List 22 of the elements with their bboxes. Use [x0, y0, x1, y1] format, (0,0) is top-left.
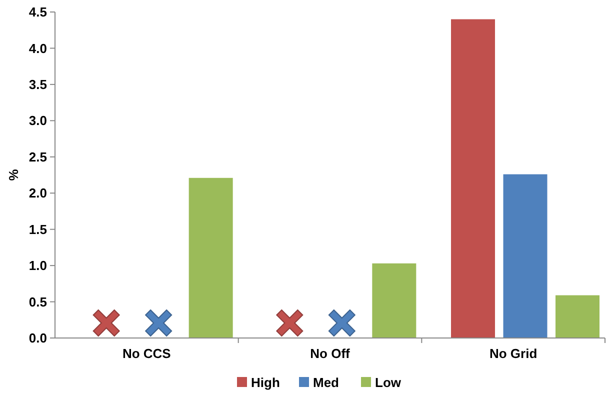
y-tick-label: 1.0: [28, 258, 47, 274]
y-tick-label: 4.0: [28, 40, 47, 56]
x-tick-label: No Grid: [489, 346, 538, 361]
y-tick-label: 3.0: [28, 113, 47, 128]
y-tick-label: 0.5: [28, 294, 47, 310]
bar: [556, 295, 600, 338]
x-tick-label: No Off: [310, 346, 351, 361]
y-tick-label: 4.5: [28, 4, 47, 20]
legend-label: High: [251, 375, 280, 390]
y-tick-label: 1.5: [28, 222, 47, 237]
bar: [372, 263, 416, 338]
y-tick-label: 3.5: [28, 76, 47, 92]
bar: [188, 178, 233, 338]
y-tick-label: 0.0: [28, 330, 47, 346]
y-tick-label: 2.5: [28, 149, 47, 164]
bar: [503, 174, 548, 338]
legend-label: Low: [375, 375, 402, 390]
x-tick-label: No CCS: [122, 346, 172, 361]
y-axis-title: %: [6, 168, 21, 181]
y-tick-label: 2.0: [28, 186, 47, 201]
legend-label: Med: [313, 375, 340, 390]
bar: [451, 19, 495, 338]
